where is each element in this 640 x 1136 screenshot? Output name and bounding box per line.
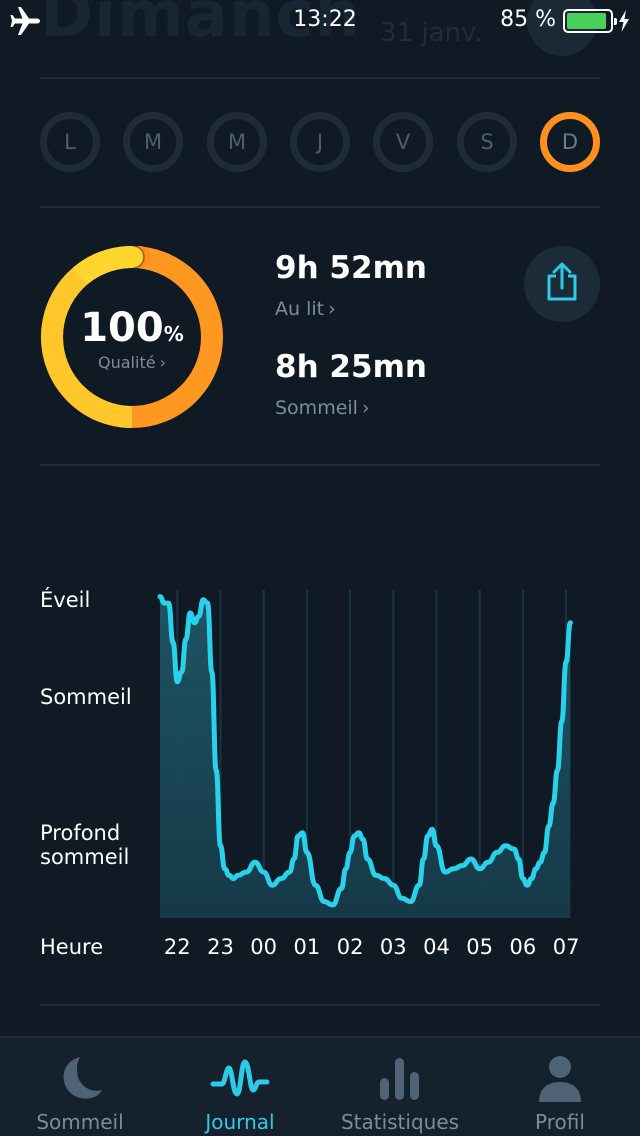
day-monday[interactable]: L — [40, 112, 100, 172]
divider — [40, 77, 600, 79]
x-tick-label: 07 — [552, 935, 580, 959]
quality-value: 100% — [80, 305, 184, 351]
x-tick-label: 23 — [207, 935, 234, 959]
tab-statistiques[interactable]: Statistiques — [320, 1038, 480, 1136]
day-label: S — [480, 130, 494, 154]
charging-bolt-icon — [619, 10, 629, 32]
x-tick-label: 03 — [379, 935, 407, 959]
x-tick-label: 02 — [336, 935, 364, 959]
tab-profil[interactable]: Profil — [480, 1038, 640, 1136]
tab-label: Sommeil — [36, 1110, 124, 1134]
day-label: D — [561, 130, 579, 154]
day-tuesday[interactable]: M — [123, 112, 183, 172]
in-bed-value: 9h 52mn — [275, 250, 427, 286]
battery-icon — [563, 9, 617, 33]
day-friday[interactable]: V — [373, 112, 433, 172]
quality-ring-graphic — [40, 245, 223, 428]
sleep-link[interactable]: Sommeil › — [275, 397, 370, 419]
share-button[interactable] — [524, 246, 600, 322]
sleep-area — [160, 596, 571, 918]
status-time: 13:22 — [293, 7, 357, 32]
day-label: L — [64, 130, 76, 154]
page-title: Dimanch — [40, 0, 361, 52]
pulse-icon — [210, 1059, 270, 1097]
sleep-line — [157, 594, 573, 908]
in-bed-link[interactable]: Au lit › — [275, 298, 336, 320]
status-bar: 13:22 85 % — [0, 0, 640, 42]
x-tick-label: 06 — [509, 935, 537, 959]
divider — [40, 464, 600, 466]
day-label: V — [395, 130, 411, 154]
day-saturday[interactable]: S — [457, 112, 517, 172]
day-label: M — [227, 130, 247, 154]
x-axis-label: Heure — [40, 935, 104, 959]
tab-label: Profil — [535, 1110, 585, 1134]
tab-bar: Sommeil Journal Statistiques Profil — [0, 1036, 640, 1136]
sleep-value: 8h 25mn — [275, 349, 427, 385]
sleep-chart — [157, 590, 573, 918]
day-label: J — [316, 130, 324, 154]
x-tick-label: 01 — [293, 935, 321, 959]
tab-sommeil[interactable]: Sommeil — [0, 1038, 160, 1136]
x-tick-label: 04 — [423, 935, 450, 959]
tab-label: Statistiques — [340, 1110, 460, 1134]
x-tick-label: 05 — [466, 935, 494, 959]
page-date: 31 janv. — [380, 18, 483, 48]
moon-icon — [63, 1057, 102, 1099]
day-thursday[interactable]: J — [290, 112, 350, 172]
quality-ring[interactable]: 100% Qualité › — [40, 245, 224, 429]
quality-label: Qualité › — [98, 353, 166, 372]
day-sunday[interactable]: D — [540, 112, 600, 172]
day-selector: L M M J V S D — [0, 112, 640, 174]
battery-percent: 85 % — [500, 7, 556, 32]
divider — [40, 1004, 600, 1006]
tab-journal[interactable]: Journal — [160, 1038, 320, 1136]
airplane-icon — [10, 7, 40, 35]
y-label-awake: Éveil — [40, 588, 91, 612]
divider — [40, 206, 600, 208]
y-label-deep-sleep: Profond sommeil — [40, 821, 130, 869]
day-label: M — [143, 130, 163, 154]
y-label-sleep: Sommeil — [40, 685, 132, 709]
day-wednesday[interactable]: M — [207, 112, 267, 172]
tab-label: Journal — [205, 1110, 275, 1134]
x-tick-label: 22 — [163, 935, 191, 959]
person-icon — [539, 1056, 581, 1102]
share-icon — [547, 262, 577, 301]
x-tick-label: 00 — [250, 935, 278, 959]
bar-chart-icon — [380, 1058, 419, 1100]
